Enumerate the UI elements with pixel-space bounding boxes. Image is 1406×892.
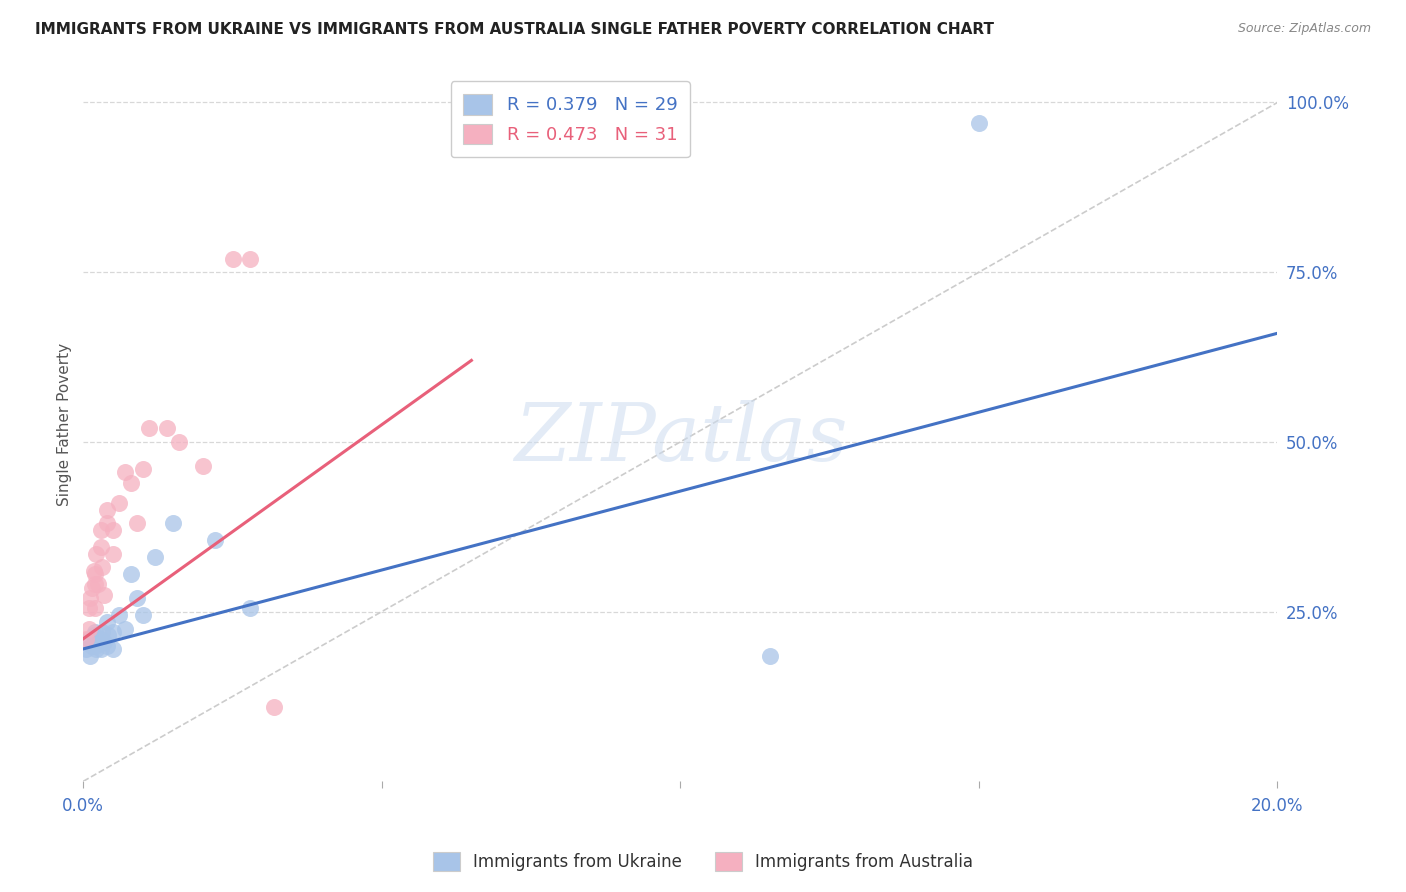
Point (101, 624, 124, 639)
Point (191, 458, 214, 473)
Point (143, 550, 166, 565)
Point (132, 462, 155, 476)
Point (77, 622, 100, 636)
Point (759, 648, 782, 663)
Point (114, 466, 136, 480)
Point (93, 635, 115, 649)
Point (162, 516, 184, 531)
Point (75, 632, 97, 646)
Point (96, 502, 118, 516)
Point (101, 641, 124, 656)
Point (96, 639, 118, 653)
Point (91, 624, 114, 639)
Point (79, 648, 101, 663)
Point (90, 540, 112, 554)
Text: IMMIGRANTS FROM UKRAINE VS IMMIGRANTS FROM AUSTRALIA SINGLE FATHER POVERTY CORRE: IMMIGRANTS FROM UKRAINE VS IMMIGRANTS FR… (35, 22, 994, 37)
Point (82, 639, 104, 653)
Point (132, 607, 155, 622)
Text: ZIPatlas: ZIPatlas (513, 401, 848, 478)
Point (96, 615, 118, 629)
Point (120, 567, 142, 582)
Point (90, 523, 112, 537)
Legend: R = 0.379   N = 29, R = 0.473   N = 31: R = 0.379 N = 29, R = 0.473 N = 31 (450, 81, 690, 157)
Point (967, 116, 990, 130)
Point (79, 591, 101, 605)
Point (75, 641, 97, 656)
Point (138, 421, 160, 435)
Point (239, 252, 262, 266)
Point (91, 560, 114, 574)
Point (84, 639, 107, 653)
Point (101, 547, 124, 561)
Y-axis label: Single Father Poverty: Single Father Poverty (58, 343, 72, 507)
Point (263, 699, 285, 714)
Point (221, 252, 243, 266)
Point (120, 475, 142, 490)
Point (84, 577, 107, 591)
Point (125, 591, 148, 605)
Point (90, 641, 112, 656)
Point (167, 434, 190, 449)
Point (83, 628, 105, 642)
Point (114, 622, 136, 636)
Point (101, 523, 124, 537)
Text: Source: ZipAtlas.com: Source: ZipAtlas.com (1237, 22, 1371, 36)
Point (156, 421, 179, 435)
Point (87, 577, 110, 591)
Point (239, 601, 262, 615)
Point (77, 632, 100, 646)
Point (87, 635, 110, 649)
Point (97, 628, 120, 642)
Point (125, 516, 148, 531)
Point (84, 601, 107, 615)
Point (108, 496, 131, 510)
Point (84, 624, 107, 639)
Point (82, 581, 104, 595)
Point (77, 601, 100, 615)
Point (86, 547, 108, 561)
Point (86, 641, 108, 656)
Point (204, 533, 226, 548)
Legend: Immigrants from Ukraine, Immigrants from Australia: Immigrants from Ukraine, Immigrants from… (425, 843, 981, 880)
Point (84, 567, 107, 582)
Point (93, 588, 115, 602)
Point (90, 632, 112, 646)
Point (108, 607, 131, 622)
Point (96, 516, 118, 531)
Point (83, 564, 105, 578)
